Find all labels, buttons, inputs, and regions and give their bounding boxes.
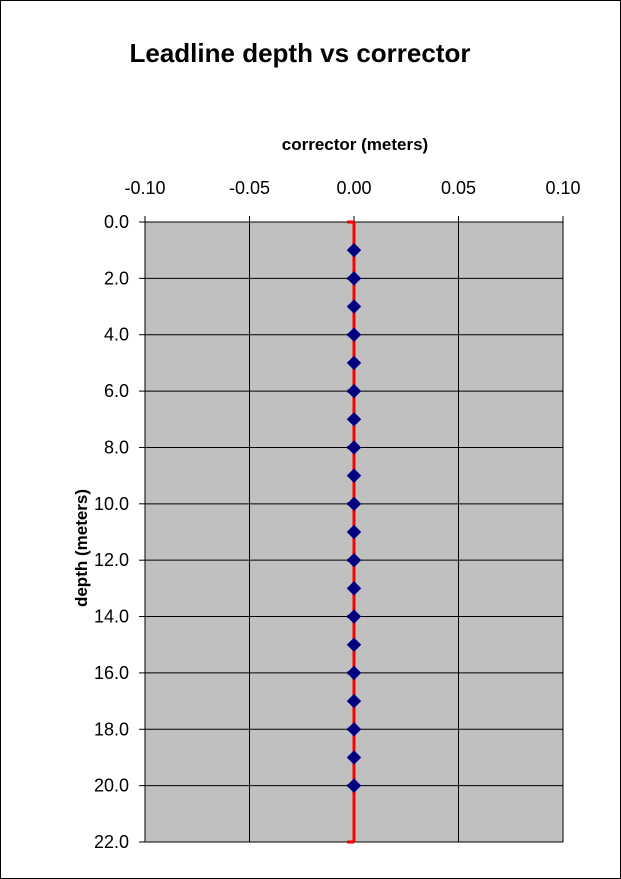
x-tick-label: 0.05 [441, 178, 476, 198]
y-tick-label: 12.0 [94, 550, 129, 570]
x-tick-label: -0.10 [124, 178, 165, 198]
data-point [346, 468, 362, 483]
data-point [346, 496, 362, 512]
data-point [346, 271, 362, 286]
y-tick-label: 2.0 [104, 268, 129, 288]
data-point [346, 552, 362, 568]
data-point [346, 750, 362, 765]
y-axis-title: depth (meters) [72, 489, 91, 607]
y-tick-label: 8.0 [104, 437, 129, 457]
y-tick-label: 6.0 [104, 381, 129, 401]
data-point [346, 722, 362, 737]
chart-title: Leadline depth vs corrector [130, 38, 471, 68]
data-point [346, 609, 362, 624]
x-tick-label: -0.05 [229, 178, 270, 198]
y-tick-label: 0.0 [104, 212, 129, 232]
data-point [346, 693, 362, 709]
data-point [346, 355, 362, 371]
data-point [346, 581, 362, 596]
data-point [346, 778, 362, 793]
y-tick-label: 4.0 [104, 325, 129, 345]
data-point [346, 524, 362, 540]
data-point [346, 665, 362, 681]
x-axis-title: corrector (meters) [282, 135, 428, 154]
y-tick-label: 20.0 [94, 776, 129, 796]
x-tick-label: 0.10 [545, 178, 580, 198]
y-tick-label: 16.0 [94, 663, 129, 683]
data-point [346, 412, 362, 427]
plot-area: 0.0 2.0 4.0 6.0 8.0 10.0 12.0 14.0 16.0 18.0 20.0 2… [94, 178, 581, 852]
data-point [346, 440, 362, 455]
data-point [346, 299, 362, 314]
data-point [346, 242, 362, 258]
data-point [346, 327, 362, 342]
data-point [346, 637, 362, 652]
data-point [346, 383, 362, 399]
y-tick-label: 18.0 [94, 719, 129, 739]
y-tick-label: 22.0 [94, 832, 129, 852]
y-tick-label: 14.0 [94, 607, 129, 627]
y-tick-label: 10.0 [94, 494, 129, 514]
x-tick-label: 0.00 [336, 178, 371, 198]
